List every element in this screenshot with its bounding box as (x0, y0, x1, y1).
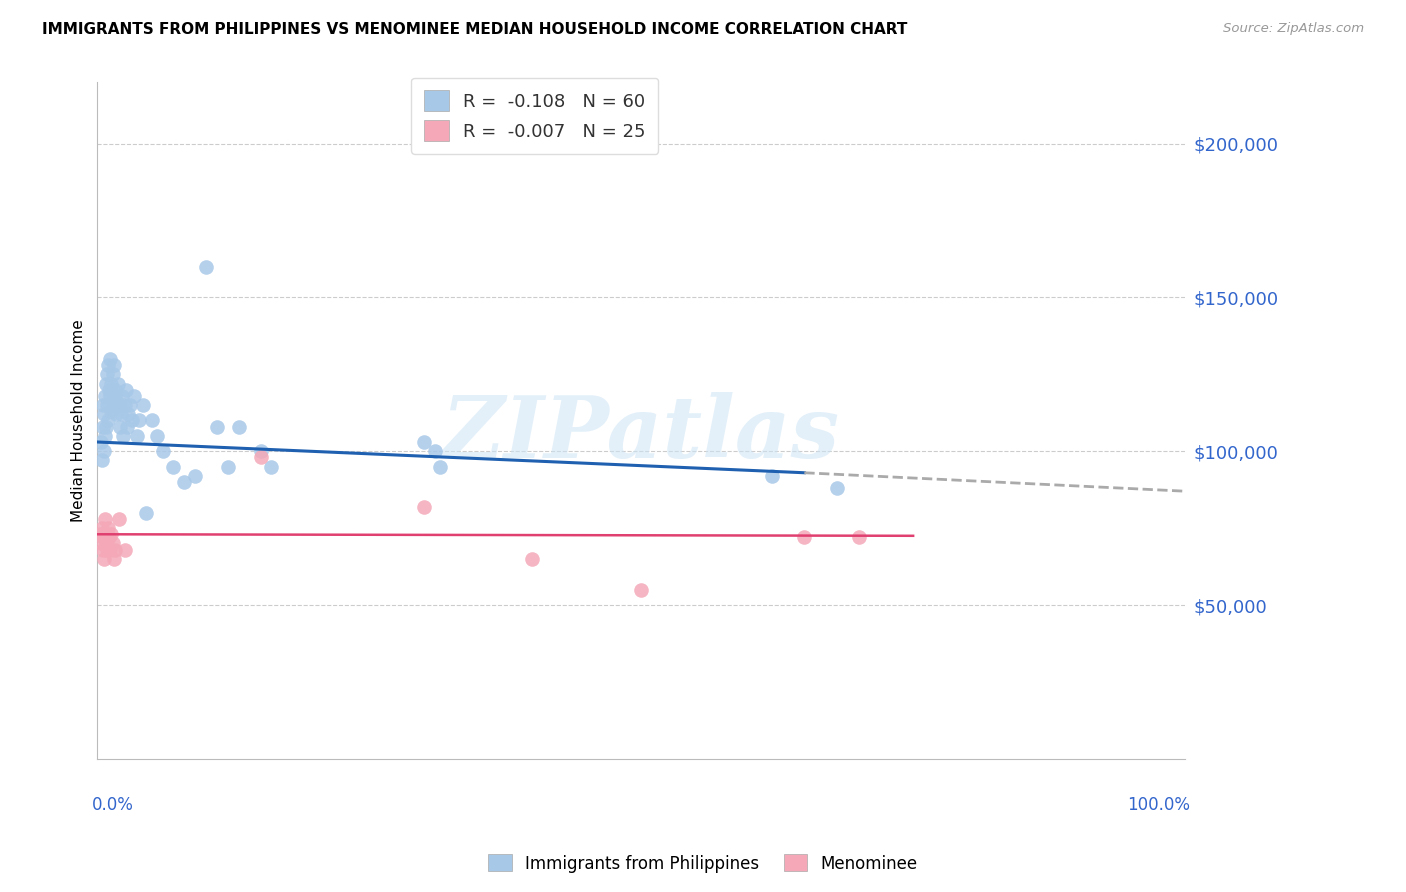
Point (105, 395, 128, 409)
Point (114, 542, 136, 557)
Point (423, 444, 446, 458)
Point (103, 552, 125, 566)
Point (825, 481, 848, 495)
Point (114, 383, 136, 397)
Point (91, 530, 114, 544)
Point (195, 260, 218, 274)
Point (96, 368, 118, 382)
Point (114, 398, 136, 412)
Point (412, 500, 434, 514)
Point (111, 389, 134, 403)
Point (228, 419, 250, 434)
Point (103, 358, 125, 372)
Point (97, 358, 120, 372)
Point (104, 389, 127, 403)
Point (100, 404, 122, 418)
Point (146, 429, 169, 443)
Point (108, 512, 131, 526)
Point (94, 419, 117, 434)
Point (108, 419, 131, 434)
Point (100, 389, 122, 403)
Point (761, 468, 783, 483)
Point (101, 368, 124, 382)
Point (135, 506, 157, 520)
Point (115, 419, 138, 434)
Point (93, 407, 115, 421)
Point (128, 413, 150, 427)
Point (100, 351, 122, 366)
Point (124, 389, 146, 403)
Point (249, 450, 271, 465)
Point (94, 512, 117, 526)
Point (522, 552, 544, 566)
Point (132, 398, 155, 412)
Point (100, 527, 122, 541)
Point (104, 383, 127, 397)
Legend: R =  -0.108   N = 60, R =  -0.007   N = 25: R = -0.108 N = 60, R = -0.007 N = 25 (411, 78, 658, 153)
Point (118, 398, 141, 412)
Legend: Immigrants from Philippines, Menominee: Immigrants from Philippines, Menominee (481, 847, 925, 880)
Point (110, 407, 132, 421)
Point (100, 376, 122, 391)
Point (96, 398, 118, 412)
Point (103, 398, 125, 412)
Point (152, 444, 174, 458)
Text: ZIPatlas: ZIPatlas (441, 392, 841, 475)
Point (205, 419, 228, 434)
Point (90, 521, 112, 535)
Text: IMMIGRANTS FROM PHILIPPINES VS MENOMINEE MEDIAN HOUSEHOLD INCOME CORRELATION CHA: IMMIGRANTS FROM PHILIPPINES VS MENOMINEE… (42, 22, 907, 37)
Point (249, 444, 271, 458)
Point (93, 552, 115, 566)
Point (630, 582, 652, 597)
Point (217, 459, 239, 474)
Point (94, 429, 117, 443)
Point (90, 453, 112, 467)
Point (90, 435, 112, 450)
Point (429, 459, 451, 474)
Y-axis label: Median Household Income: Median Household Income (72, 319, 86, 522)
Point (101, 536, 124, 550)
Point (91, 542, 114, 557)
Point (107, 376, 129, 391)
Point (100, 542, 122, 557)
Point (89, 527, 111, 541)
Point (793, 530, 815, 544)
Point (94, 536, 117, 550)
Point (90, 536, 112, 550)
Point (117, 407, 139, 421)
Point (91, 419, 114, 434)
Point (162, 459, 184, 474)
Point (91, 398, 114, 412)
Point (97, 521, 120, 535)
Point (94, 376, 117, 391)
Point (94, 527, 117, 541)
Point (141, 413, 163, 427)
Point (94, 389, 117, 403)
Point (260, 459, 283, 474)
Point (173, 475, 195, 489)
Point (98, 530, 121, 544)
Text: Source: ZipAtlas.com: Source: ZipAtlas.com (1223, 22, 1364, 36)
Point (121, 413, 143, 427)
Point (848, 530, 870, 544)
Point (108, 398, 131, 412)
Point (93, 444, 115, 458)
Point (104, 542, 127, 557)
Point (98, 383, 121, 397)
Point (412, 435, 434, 450)
Point (112, 429, 135, 443)
Point (104, 407, 127, 421)
Point (96, 542, 118, 557)
Text: 0.0%: 0.0% (91, 796, 134, 814)
Point (184, 468, 207, 483)
Text: 100.0%: 100.0% (1128, 796, 1191, 814)
Point (125, 429, 148, 443)
Point (97, 413, 120, 427)
